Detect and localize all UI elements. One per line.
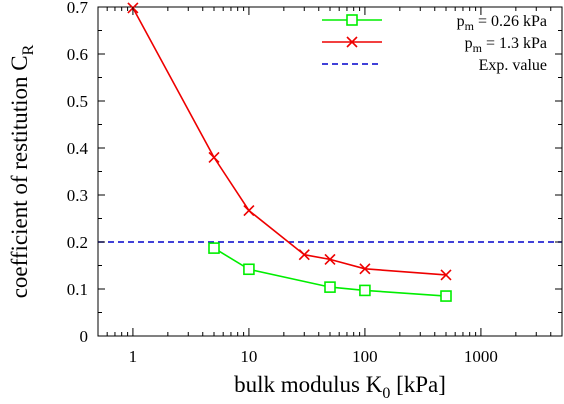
legend-entry-1: pm = 0.26 kPa xyxy=(322,13,547,33)
data-point-square xyxy=(346,14,358,26)
legend-label: pm = 0.26 kPa xyxy=(457,13,547,33)
y-tick-label: 0.5 xyxy=(67,92,88,111)
data-point-square xyxy=(243,263,255,276)
legend-entry-3: Exp. value xyxy=(322,57,547,74)
y-tick-label: 0.3 xyxy=(67,186,88,205)
series-line xyxy=(132,7,447,276)
series-2 xyxy=(127,2,452,281)
y-tick-label: 0 xyxy=(80,327,89,346)
data-point-cross xyxy=(324,253,336,265)
axis-labels-layer: 0 0.1 0.2 0.3 0.4 0.5 0.6 0.7 1 10 100 1000 bulk mod… xyxy=(7,0,498,402)
y-tick-label: 0.7 xyxy=(67,0,89,17)
data-point-square xyxy=(359,284,371,297)
x-tick-label: 10 xyxy=(240,347,257,366)
data-point-cross xyxy=(243,204,255,217)
y-axis-title: coefficient of restitution CR xyxy=(7,44,37,298)
x-tick-label: 100 xyxy=(352,347,378,366)
series-1 xyxy=(208,242,452,302)
y-tick-label: 0.1 xyxy=(67,280,88,299)
data-point-cross xyxy=(440,269,452,281)
data-point-cross xyxy=(298,249,310,261)
legend-label: pm = 1.3 kPa xyxy=(465,35,547,55)
data-point-cross xyxy=(346,36,358,48)
legend-entry-2: pm = 1.3 kPa xyxy=(322,35,547,55)
data-point-square xyxy=(208,242,220,254)
series-layer xyxy=(127,2,452,302)
y-tick-label: 0.2 xyxy=(67,233,88,252)
x-tick-label: 1 xyxy=(129,347,138,366)
ticks-layer xyxy=(97,6,563,337)
x-tick-label: 1000 xyxy=(464,347,498,366)
y-tick-label: 0.4 xyxy=(67,139,89,158)
data-point-square xyxy=(440,290,452,302)
y-tick-label: 0.6 xyxy=(67,45,88,64)
data-point-cross xyxy=(359,263,371,275)
legend-label: Exp. value xyxy=(479,57,547,74)
x-axis-title: bulk modulus K0 [kPa] xyxy=(234,372,446,402)
data-point-cross xyxy=(208,151,220,163)
data-point-square xyxy=(324,281,336,293)
